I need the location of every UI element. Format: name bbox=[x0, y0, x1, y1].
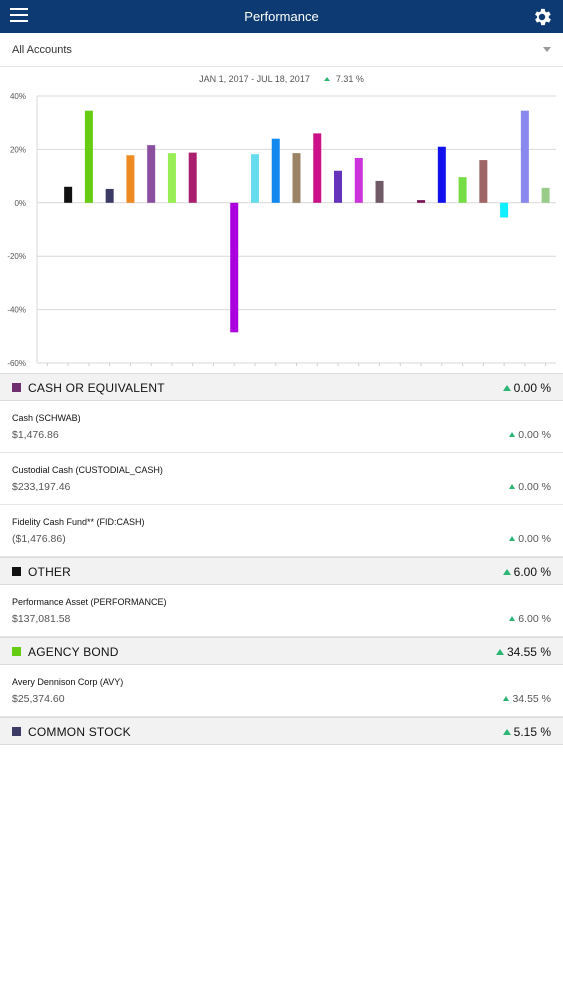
holding-pct-value: 0.00 % bbox=[518, 481, 551, 493]
performance-chart: 40% 20% 0% -20% -40% -60% bbox=[7, 92, 556, 368]
section-header[interactable]: CASH OR EQUIVALENT 0.00 % bbox=[0, 373, 563, 401]
section-pct: 6.00 % bbox=[502, 565, 551, 579]
page-title: Performance bbox=[244, 9, 319, 24]
section-color-swatch bbox=[12, 727, 21, 736]
chart-bar[interactable] bbox=[250, 154, 259, 203]
chart-bar[interactable] bbox=[417, 200, 426, 203]
section-name: COMMON STOCK bbox=[28, 725, 131, 739]
y-tick-label: 20% bbox=[10, 145, 26, 154]
chart-bar[interactable] bbox=[458, 177, 467, 203]
holding-value: $25,374.60 bbox=[12, 693, 65, 705]
y-tick-label: 0% bbox=[14, 199, 26, 208]
section-header[interactable]: COMMON STOCK 5.15 % bbox=[0, 717, 563, 745]
chart-bar[interactable] bbox=[334, 170, 343, 203]
holding-pct-value: 0.00 % bbox=[518, 429, 551, 441]
holding-pct: 0.00 % bbox=[509, 533, 551, 545]
top-bar: Performance bbox=[0, 0, 563, 33]
holding-pct: 0.00 % bbox=[509, 429, 551, 441]
section-header[interactable]: AGENCY BOND 34.55 % bbox=[0, 637, 563, 665]
chart-bar[interactable] bbox=[354, 157, 363, 203]
gear-icon[interactable] bbox=[531, 6, 553, 28]
section-color-swatch bbox=[12, 383, 21, 392]
up-arrow-icon bbox=[502, 568, 511, 575]
holding-value: ($1,476.86) bbox=[12, 533, 66, 545]
chart-range-row: JAN 1, 2017 - JUL 18, 2017 7.31 % bbox=[0, 74, 563, 88]
section-pct: 0.00 % bbox=[502, 381, 551, 395]
section-pct: 34.55 % bbox=[495, 645, 551, 659]
chart-bar[interactable] bbox=[437, 146, 446, 203]
up-arrow-icon bbox=[503, 695, 510, 701]
chart-bar[interactable] bbox=[313, 133, 322, 203]
chart-bar[interactable] bbox=[167, 153, 176, 203]
holding-pct: 34.55 % bbox=[503, 693, 551, 705]
chart-bar[interactable] bbox=[105, 188, 114, 203]
up-arrow-icon bbox=[324, 77, 331, 82]
holding-row[interactable]: Avery Dennison Corp (AVY) $25,374.60 34.55… bbox=[0, 665, 563, 717]
section-name: OTHER bbox=[28, 565, 71, 579]
holding-pct-value: 0.00 % bbox=[518, 533, 551, 545]
chart-bar[interactable] bbox=[479, 160, 488, 203]
up-arrow-icon bbox=[509, 615, 516, 621]
chart-bar[interactable] bbox=[84, 110, 93, 203]
account-selector-value: All Accounts bbox=[12, 43, 72, 56]
chart-bar[interactable] bbox=[500, 202, 509, 218]
chart-bar[interactable] bbox=[126, 155, 135, 203]
holding-pct: 0.00 % bbox=[509, 481, 551, 493]
holding-pct-value: 34.55 % bbox=[512, 693, 551, 705]
holding-row[interactable]: Cash (SCHWAB) $1,476.86 0.00 % bbox=[0, 401, 563, 453]
section-color-swatch bbox=[12, 567, 21, 576]
up-arrow-icon bbox=[509, 483, 516, 489]
section-name: AGENCY BOND bbox=[28, 645, 119, 659]
up-arrow-icon bbox=[509, 431, 516, 437]
chart-bar[interactable] bbox=[271, 138, 280, 203]
chart-bar[interactable] bbox=[292, 153, 301, 203]
holding-name: Avery Dennison Corp (AVY) bbox=[12, 677, 124, 687]
menu-icon[interactable] bbox=[10, 8, 28, 24]
y-tick-label: -60% bbox=[7, 359, 26, 368]
holding-name: Custodial Cash (CUSTODIAL_CASH) bbox=[12, 465, 163, 475]
up-arrow-icon bbox=[509, 535, 516, 541]
y-tick-label: 40% bbox=[10, 92, 26, 101]
chart-bar[interactable] bbox=[520, 110, 529, 203]
holding-name: Performance Asset (PERFORMANCE) bbox=[12, 597, 167, 607]
section-color-swatch bbox=[12, 647, 21, 656]
chart-bar[interactable] bbox=[147, 145, 156, 203]
section-name: CASH OR EQUIVALENT bbox=[28, 381, 165, 395]
holding-pct-value: 6.00 % bbox=[518, 613, 551, 625]
y-tick-label: -40% bbox=[7, 306, 26, 315]
chart-bar[interactable] bbox=[64, 186, 73, 203]
up-arrow-icon bbox=[495, 648, 504, 655]
section-header[interactable]: OTHER 6.00 % bbox=[0, 557, 563, 585]
holding-value: $233,197.46 bbox=[12, 481, 71, 493]
holding-row[interactable]: Performance Asset (PERFORMANCE) $137,081.… bbox=[0, 585, 563, 637]
section-pct-value: 0.00 % bbox=[513, 381, 551, 395]
section-pct: 5.15 % bbox=[502, 725, 551, 739]
holding-value: $1,476.86 bbox=[12, 429, 59, 441]
chart-bar[interactable] bbox=[375, 180, 384, 203]
total-return: 7.31 % bbox=[335, 74, 364, 84]
holding-pct: 6.00 % bbox=[509, 613, 551, 625]
holding-name: Cash (SCHWAB) bbox=[12, 413, 81, 423]
up-arrow-icon bbox=[502, 728, 511, 735]
chart-bar[interactable] bbox=[541, 187, 550, 203]
y-tick-label: -20% bbox=[7, 252, 26, 261]
chart-bar[interactable] bbox=[188, 152, 197, 203]
date-range: JAN 1, 2017 - JUL 18, 2017 bbox=[199, 74, 310, 84]
holding-row[interactable]: Custodial Cash (CUSTODIAL_CASH) $233,197.… bbox=[0, 453, 563, 505]
account-selector[interactable]: All Accounts bbox=[0, 33, 563, 67]
section-pct-value: 6.00 % bbox=[513, 565, 551, 579]
holding-value: $137,081.58 bbox=[12, 613, 71, 625]
chart-bar[interactable] bbox=[230, 202, 239, 333]
up-arrow-icon bbox=[502, 384, 511, 391]
holding-name: Fidelity Cash Fund** (FID:CASH) bbox=[12, 517, 145, 527]
section-pct-value: 34.55 % bbox=[506, 645, 551, 659]
section-pct-value: 5.15 % bbox=[513, 725, 551, 739]
chevron-down-icon bbox=[543, 47, 551, 52]
holding-row[interactable]: Fidelity Cash Fund** (FID:CASH) ($1,476.8… bbox=[0, 505, 563, 557]
